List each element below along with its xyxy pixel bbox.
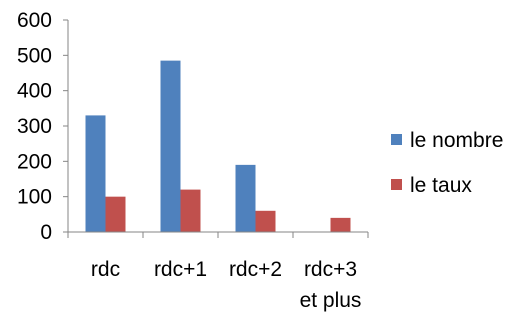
bar-le-taux-rdc [105, 196, 126, 232]
y-axis: 0 100 200 300 400 500 600 [17, 9, 69, 244]
x-category-label: rdc+3 [304, 258, 357, 281]
y-tick-label: 400 [17, 80, 52, 103]
legend-swatch [391, 134, 402, 145]
x-category-sublabel: et plus [300, 289, 362, 312]
y-tick-label: 600 [17, 9, 52, 32]
bar-le-taux-rdcplus2 [255, 210, 276, 232]
y-tick-label: 500 [17, 44, 52, 67]
bar-le-taux-rdcplus3 [330, 217, 351, 232]
bar-le-nombre-rdc [85, 115, 106, 232]
bar-le-nombre-rdcplus1 [160, 60, 181, 233]
x-category-label: rdc+1 [154, 258, 207, 281]
y-tick-label: 300 [17, 115, 52, 138]
legend-swatch [391, 179, 402, 190]
y-tick-label: 200 [17, 150, 52, 173]
x-category-label: rdc+2 [229, 258, 282, 281]
y-tick-label: 0 [40, 221, 52, 244]
bars [85, 60, 351, 233]
y-tick-label: 100 [17, 186, 52, 209]
bar-le-nombre-rdcplus2 [235, 164, 256, 232]
legend-label: le taux [410, 174, 472, 197]
legend: le nombre le taux [391, 129, 503, 197]
x-axis: rdc rdc+1 rdc+2 rdc+3 et plus [67, 231, 369, 312]
bar-le-taux-rdcplus1 [180, 189, 201, 232]
legend-label: le nombre [410, 129, 503, 152]
x-category-label: rdc [91, 258, 120, 281]
